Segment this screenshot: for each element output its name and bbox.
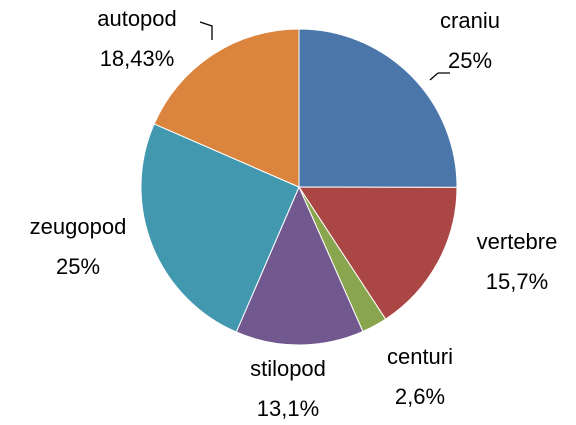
- slice-value-label: 2,6%: [395, 384, 445, 409]
- slice-value-label: 15,7%: [486, 269, 548, 294]
- slice-value-label: 25%: [56, 254, 100, 279]
- slice-label: zeugopod: [30, 214, 127, 239]
- pie-slice: [140, 123, 300, 333]
- slice-label: autopod: [97, 6, 177, 31]
- pie-slice: [298, 28, 458, 188]
- slice-value-label: 13,1%: [257, 396, 319, 421]
- pie-slice: [298, 186, 458, 320]
- leader-line: [199, 21, 213, 40]
- pie-slice: [235, 185, 364, 346]
- slice-label: stilopod: [250, 356, 326, 381]
- slice-value-label: 25%: [448, 48, 492, 73]
- slice-value-label: 18,43%: [100, 46, 175, 71]
- slice-label: craniu: [440, 8, 500, 33]
- slice-label: vertebre: [477, 229, 558, 254]
- slice-label: centuri: [387, 344, 453, 369]
- pie-slice: [153, 28, 300, 188]
- leader-line: [429, 72, 450, 81]
